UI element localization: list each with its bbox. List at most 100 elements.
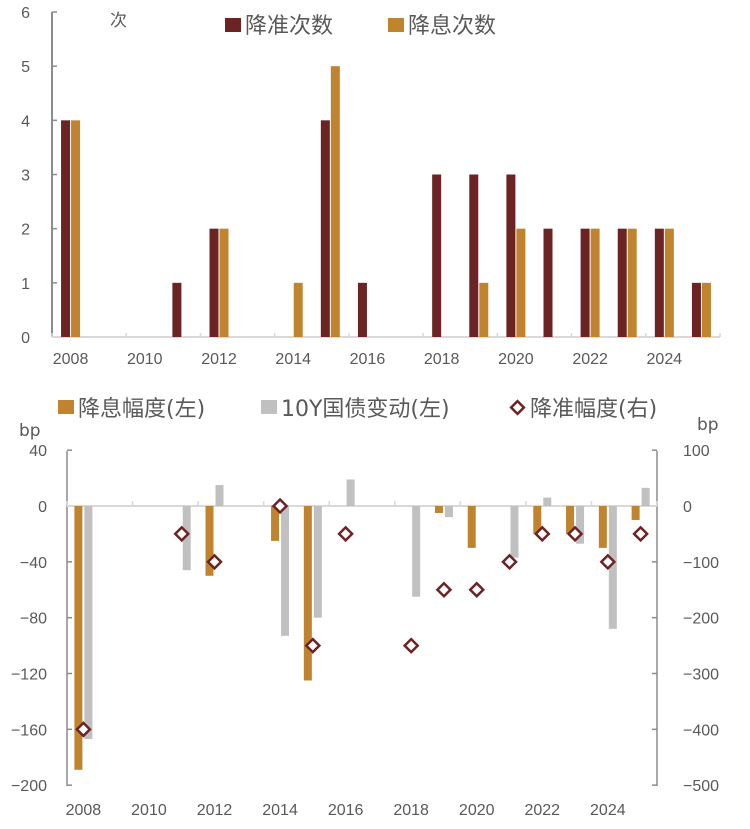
- top-y-tick-label: 1: [21, 276, 30, 293]
- top-bar: [61, 120, 71, 337]
- bottom-x-tick-label: 2010: [131, 802, 167, 819]
- diamond-marker-icon: [468, 581, 485, 599]
- bottom-bar: [346, 479, 355, 506]
- legend-swatch-rrr-count-icon: [225, 18, 241, 32]
- bottom-bar: [641, 487, 650, 506]
- top-bar: [580, 228, 590, 337]
- bottom-diamond-markers: [75, 497, 649, 738]
- top-bar: [432, 174, 442, 337]
- bottom-bar: [533, 506, 542, 534]
- bottom-bar: [576, 506, 585, 544]
- bottom-bars: [74, 479, 650, 770]
- top-bar: [701, 282, 711, 337]
- diamond-marker-icon: [501, 553, 518, 571]
- bottom-right-tick-label: −200: [683, 611, 719, 628]
- legend-label-rate-count: 降息次数: [408, 14, 496, 39]
- top-x-tick-label: 2016: [350, 351, 386, 368]
- diamond-marker-icon: [206, 553, 223, 571]
- diamond-marker-icon: [173, 525, 190, 543]
- diamond-marker-icon: [632, 525, 649, 543]
- bottom-right-tick-label: −400: [683, 722, 719, 739]
- top-bar: [219, 228, 229, 337]
- legend-item-rate-count: 降息次数: [388, 14, 496, 39]
- bottom-bar: [271, 506, 280, 541]
- top-x-axis: 2008 2010 2012 2014 2016 2018 2020 2022 2024: [51, 333, 721, 368]
- legend-label-rrr-cut-size: 降准幅度(右): [530, 397, 657, 422]
- bottom-bar: [608, 506, 617, 629]
- bottom-bar: [543, 497, 552, 506]
- legend-item-rrr-count: 降准次数: [225, 14, 333, 39]
- top-y-axis: 0 1 2 3 4 5 6: [21, 5, 57, 347]
- legend-swatch-rate-cut-icon: [58, 400, 74, 414]
- top-y-tick-label: 4: [21, 113, 30, 130]
- top-y-tick-label: 5: [21, 59, 30, 76]
- legend-label-rrr-count: 降准次数: [245, 14, 333, 39]
- bottom-right-tick-label: −500: [683, 778, 719, 795]
- bottom-right-tick-label: 100: [683, 443, 710, 460]
- top-bar: [617, 228, 627, 337]
- bottom-x-tick-label: 2012: [197, 802, 233, 819]
- top-y-tick-label: 0: [21, 330, 30, 347]
- top-x-tick-label: 2022: [572, 351, 608, 368]
- bottom-right-tick-label: −300: [683, 667, 719, 684]
- diamond-marker-icon: [271, 497, 289, 515]
- top-bar: [293, 282, 303, 337]
- bottom-bar: [205, 506, 214, 576]
- top-y-tick-label: 3: [21, 168, 30, 185]
- bottom-x-tick-label: 2016: [328, 802, 364, 819]
- legend-item-rrr-cut-size: 降准幅度(右): [509, 397, 657, 422]
- bottom-axes: 40 0 −40 −80 −120 −160 −200 100 0 −100 −200 −300 −40…: [11, 443, 719, 819]
- bottom-right-tick-label: −100: [683, 555, 719, 572]
- bottom-left-tick-label: −160: [11, 722, 47, 739]
- bottom-bar: [631, 506, 640, 520]
- bottom-bar: [598, 506, 607, 548]
- bottom-right-unit-label: bp: [697, 415, 719, 435]
- top-bar: [330, 66, 340, 338]
- bottom-x-tick-label: 2008: [66, 802, 102, 819]
- legend-swatch-bond-change-icon: [261, 400, 277, 414]
- bottom-combo-chart: 降息幅度(左) 10Y国债变动(左) 降准幅度(右) bp bp 40 0 −40 −…: [11, 397, 719, 819]
- bottom-left-tick-label: 0: [38, 499, 47, 516]
- top-bar: [654, 228, 664, 337]
- top-bar: [209, 228, 219, 337]
- bottom-left-tick-label: −40: [20, 555, 47, 572]
- bottom-x-tick-label: 2014: [262, 802, 298, 819]
- top-x-tick-label: 2014: [275, 351, 311, 368]
- bottom-legend: 降息幅度(左) 10Y国债变动(左) 降准幅度(右): [58, 397, 657, 422]
- top-bar: [71, 120, 81, 337]
- bottom-bar: [281, 506, 290, 636]
- top-bar: [664, 228, 674, 337]
- bottom-left-tick-label: 40: [29, 443, 47, 460]
- bottom-bar: [182, 506, 191, 571]
- top-x-tick-label: 2008: [53, 351, 89, 368]
- top-x-tick-label: 2012: [201, 351, 237, 368]
- top-bar: [627, 228, 637, 337]
- bottom-bar: [510, 506, 519, 558]
- top-y-tick-label: 6: [21, 5, 30, 22]
- legend-label-bond-change: 10Y国债变动(左): [281, 397, 450, 422]
- top-bar: [172, 282, 182, 337]
- bottom-x-tick-label: 2018: [393, 802, 429, 819]
- top-bar: [516, 228, 526, 337]
- bottom-left-unit-label: bp: [19, 421, 41, 441]
- legend-label-rate-cut-size: 降息幅度(左): [78, 397, 205, 422]
- top-x-tick-label: 2010: [127, 351, 163, 368]
- bottom-x-tick-label: 2024: [590, 802, 626, 819]
- diamond-marker-icon: [599, 553, 617, 571]
- bottom-x-tick-label: 2022: [524, 802, 560, 819]
- legend-swatch-rate-count-icon: [388, 18, 404, 32]
- bottom-bar: [444, 506, 453, 518]
- top-bar: [479, 282, 489, 337]
- top-bar: [590, 228, 600, 337]
- top-bars: [61, 66, 711, 338]
- top-bar: [691, 282, 701, 337]
- top-x-tick-label: 2024: [647, 351, 683, 368]
- bottom-bar: [467, 506, 476, 548]
- bottom-bar: [412, 506, 421, 597]
- legend-item-rate-cut-size: 降息幅度(左): [58, 397, 205, 422]
- top-x-tick-label: 2018: [424, 351, 460, 368]
- diamond-marker-icon: [75, 721, 92, 738]
- bottom-left-tick-label: −120: [11, 667, 47, 684]
- top-unit-label: 次: [110, 11, 127, 31]
